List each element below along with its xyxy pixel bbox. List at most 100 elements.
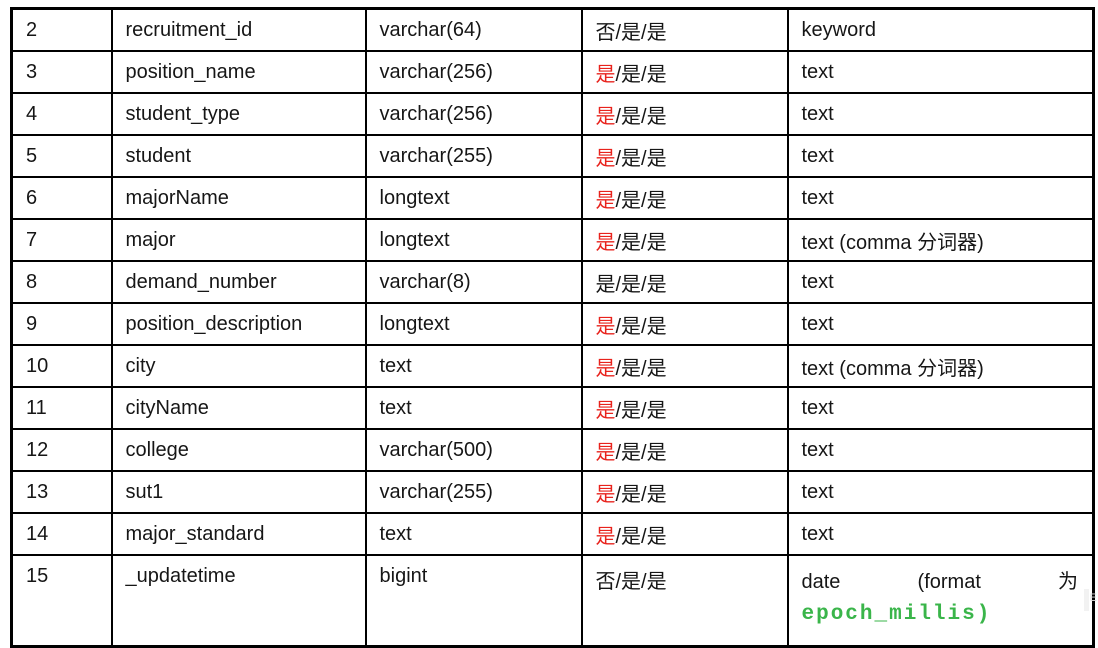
table-row: 15 _updatetime bigint 否/是/是 date (format 为 epoc…	[10, 554, 1095, 648]
es-mapping-cell: text	[786, 176, 1095, 220]
row-number-cell: 3	[10, 50, 113, 94]
flag-rest: /是/是	[615, 189, 667, 212]
es-mapping-token: 为	[1058, 571, 1078, 593]
es-mapping-line1: date (format 为	[802, 565, 1087, 594]
table-row: 8 demand_number varchar(8) 是/是/是 text	[10, 260, 1095, 304]
table-row: 10 city text 是/是/是 text (comma 分词器)	[10, 344, 1095, 388]
nullable-flags-cell: 是/是/是	[580, 260, 789, 304]
data-type-cell: varchar(256)	[364, 92, 583, 136]
flag-rest: /是/是	[615, 315, 667, 338]
row-number-cell: 14	[10, 512, 113, 556]
flag-first: 是	[595, 105, 616, 128]
es-mapping-cell: keyword	[786, 7, 1095, 52]
nullable-flags-cell: 是/是/是	[580, 176, 789, 220]
row-number-cell: 15	[10, 554, 113, 648]
data-type-cell: varchar(500)	[364, 428, 583, 472]
table-row: 6 majorName longtext 是/是/是 text	[10, 176, 1095, 220]
nullable-flags-cell: 是/是/是	[580, 218, 789, 262]
row-number-cell: 8	[10, 260, 113, 304]
row-number-cell: 5	[10, 134, 113, 178]
flag-rest: /是/是	[615, 105, 667, 128]
es-mapping-cell: text	[786, 386, 1095, 430]
data-type-cell: varchar(255)	[364, 470, 583, 514]
nullable-flags-cell: 是/是/是	[580, 302, 789, 346]
flag-rest: /是/是	[615, 399, 667, 422]
nullable-flags-cell: 是/是/是	[580, 470, 789, 514]
data-type-cell: longtext	[364, 302, 583, 346]
flag-first: 是	[595, 189, 616, 212]
flag-rest: /是/是	[615, 147, 667, 170]
es-mapping-cell: text	[786, 260, 1095, 304]
flag-first: 否	[595, 571, 616, 593]
watermark-fragment: E	[1089, 592, 1098, 604]
row-number-cell: 2	[10, 7, 113, 52]
es-mapping-cell: date (format 为 epoch_millis)	[786, 554, 1095, 648]
flag-first: 是	[595, 441, 616, 464]
flag-first: 是	[595, 231, 616, 254]
data-type-cell: text	[364, 344, 583, 388]
data-type-cell: longtext	[364, 218, 583, 262]
row-number-cell: 10	[10, 344, 113, 388]
row-number-cell: 4	[10, 92, 113, 136]
field-name-cell: city	[110, 344, 367, 388]
flag-rest: /是/是	[615, 525, 667, 548]
table-row: 5 student varchar(255) 是/是/是 text	[10, 134, 1095, 178]
data-type-cell: varchar(256)	[364, 50, 583, 94]
es-mapping-cell: text	[786, 470, 1095, 514]
table-row: 12 college varchar(500) 是/是/是 text	[10, 428, 1095, 472]
table-row: 13 sut1 varchar(255) 是/是/是 text	[10, 470, 1095, 514]
flag-first: 是	[595, 525, 616, 548]
field-name-cell: major_standard	[110, 512, 367, 556]
nullable-flags-cell: 是/是/是	[580, 428, 789, 472]
row-number-cell: 13	[10, 470, 113, 514]
flag-first: 是	[595, 63, 616, 86]
row-number-cell: 11	[10, 386, 113, 430]
field-name-cell: demand_number	[110, 260, 367, 304]
field-name-cell: position_description	[110, 302, 367, 346]
flag-rest: /是/是	[615, 63, 667, 86]
table-row: 7 major longtext 是/是/是 text (comma 分词器)	[10, 218, 1095, 262]
field-name-cell: student	[110, 134, 367, 178]
field-name-cell: college	[110, 428, 367, 472]
table-row: 11 cityName text 是/是/是 text	[10, 386, 1095, 430]
nullable-flags-cell: 是/是/是	[580, 134, 789, 178]
flag-rest: /是/是	[615, 273, 667, 296]
flag-rest: /是/是	[615, 21, 667, 44]
data-type-cell: varchar(8)	[364, 260, 583, 304]
flag-rest: /是/是	[615, 571, 667, 593]
flag-first: 是	[595, 315, 616, 338]
field-name-cell: majorName	[110, 176, 367, 220]
field-name-cell: cityName	[110, 386, 367, 430]
nullable-flags-cell: 是/是/是	[580, 344, 789, 388]
row-number-cell: 9	[10, 302, 113, 346]
nullable-flags-cell: 是/是/是	[580, 512, 789, 556]
field-name-cell: position_name	[110, 50, 367, 94]
nullable-flags-cell: 否/是/是	[580, 554, 789, 648]
field-name-cell: recruitment_id	[110, 7, 367, 52]
es-mapping-cell: text	[786, 512, 1095, 556]
es-mapping-token: (format	[917, 571, 981, 593]
flag-rest: /是/是	[615, 483, 667, 506]
flag-first: 是	[595, 399, 616, 422]
row-number-cell: 12	[10, 428, 113, 472]
flag-first: 是	[595, 273, 616, 296]
table-row: 2 recruitment_id varchar(64) 否/是/是 keyword	[10, 7, 1095, 52]
flag-rest: /是/是	[615, 231, 667, 254]
row-number-cell: 6	[10, 176, 113, 220]
flag-first: 是	[595, 147, 616, 170]
es-mapping-cell: text (comma 分词器)	[786, 218, 1095, 262]
flag-first: 否	[595, 21, 616, 44]
data-type-cell: bigint	[364, 554, 583, 648]
flag-first: 是	[595, 483, 616, 506]
row-number-cell: 7	[10, 218, 113, 262]
es-mapping-cell: text	[786, 302, 1095, 346]
nullable-flags-cell: 否/是/是	[580, 7, 789, 52]
data-type-cell: varchar(64)	[364, 7, 583, 52]
field-name-cell: major	[110, 218, 367, 262]
field-name-cell: _updatetime	[110, 554, 367, 648]
flag-rest: /是/是	[615, 441, 667, 464]
es-mapping-cell: text	[786, 134, 1095, 178]
data-type-cell: longtext	[364, 176, 583, 220]
es-mapping-line2-epoch-millis: epoch_millis)	[801, 603, 992, 626]
watermark-bar	[1084, 589, 1089, 611]
